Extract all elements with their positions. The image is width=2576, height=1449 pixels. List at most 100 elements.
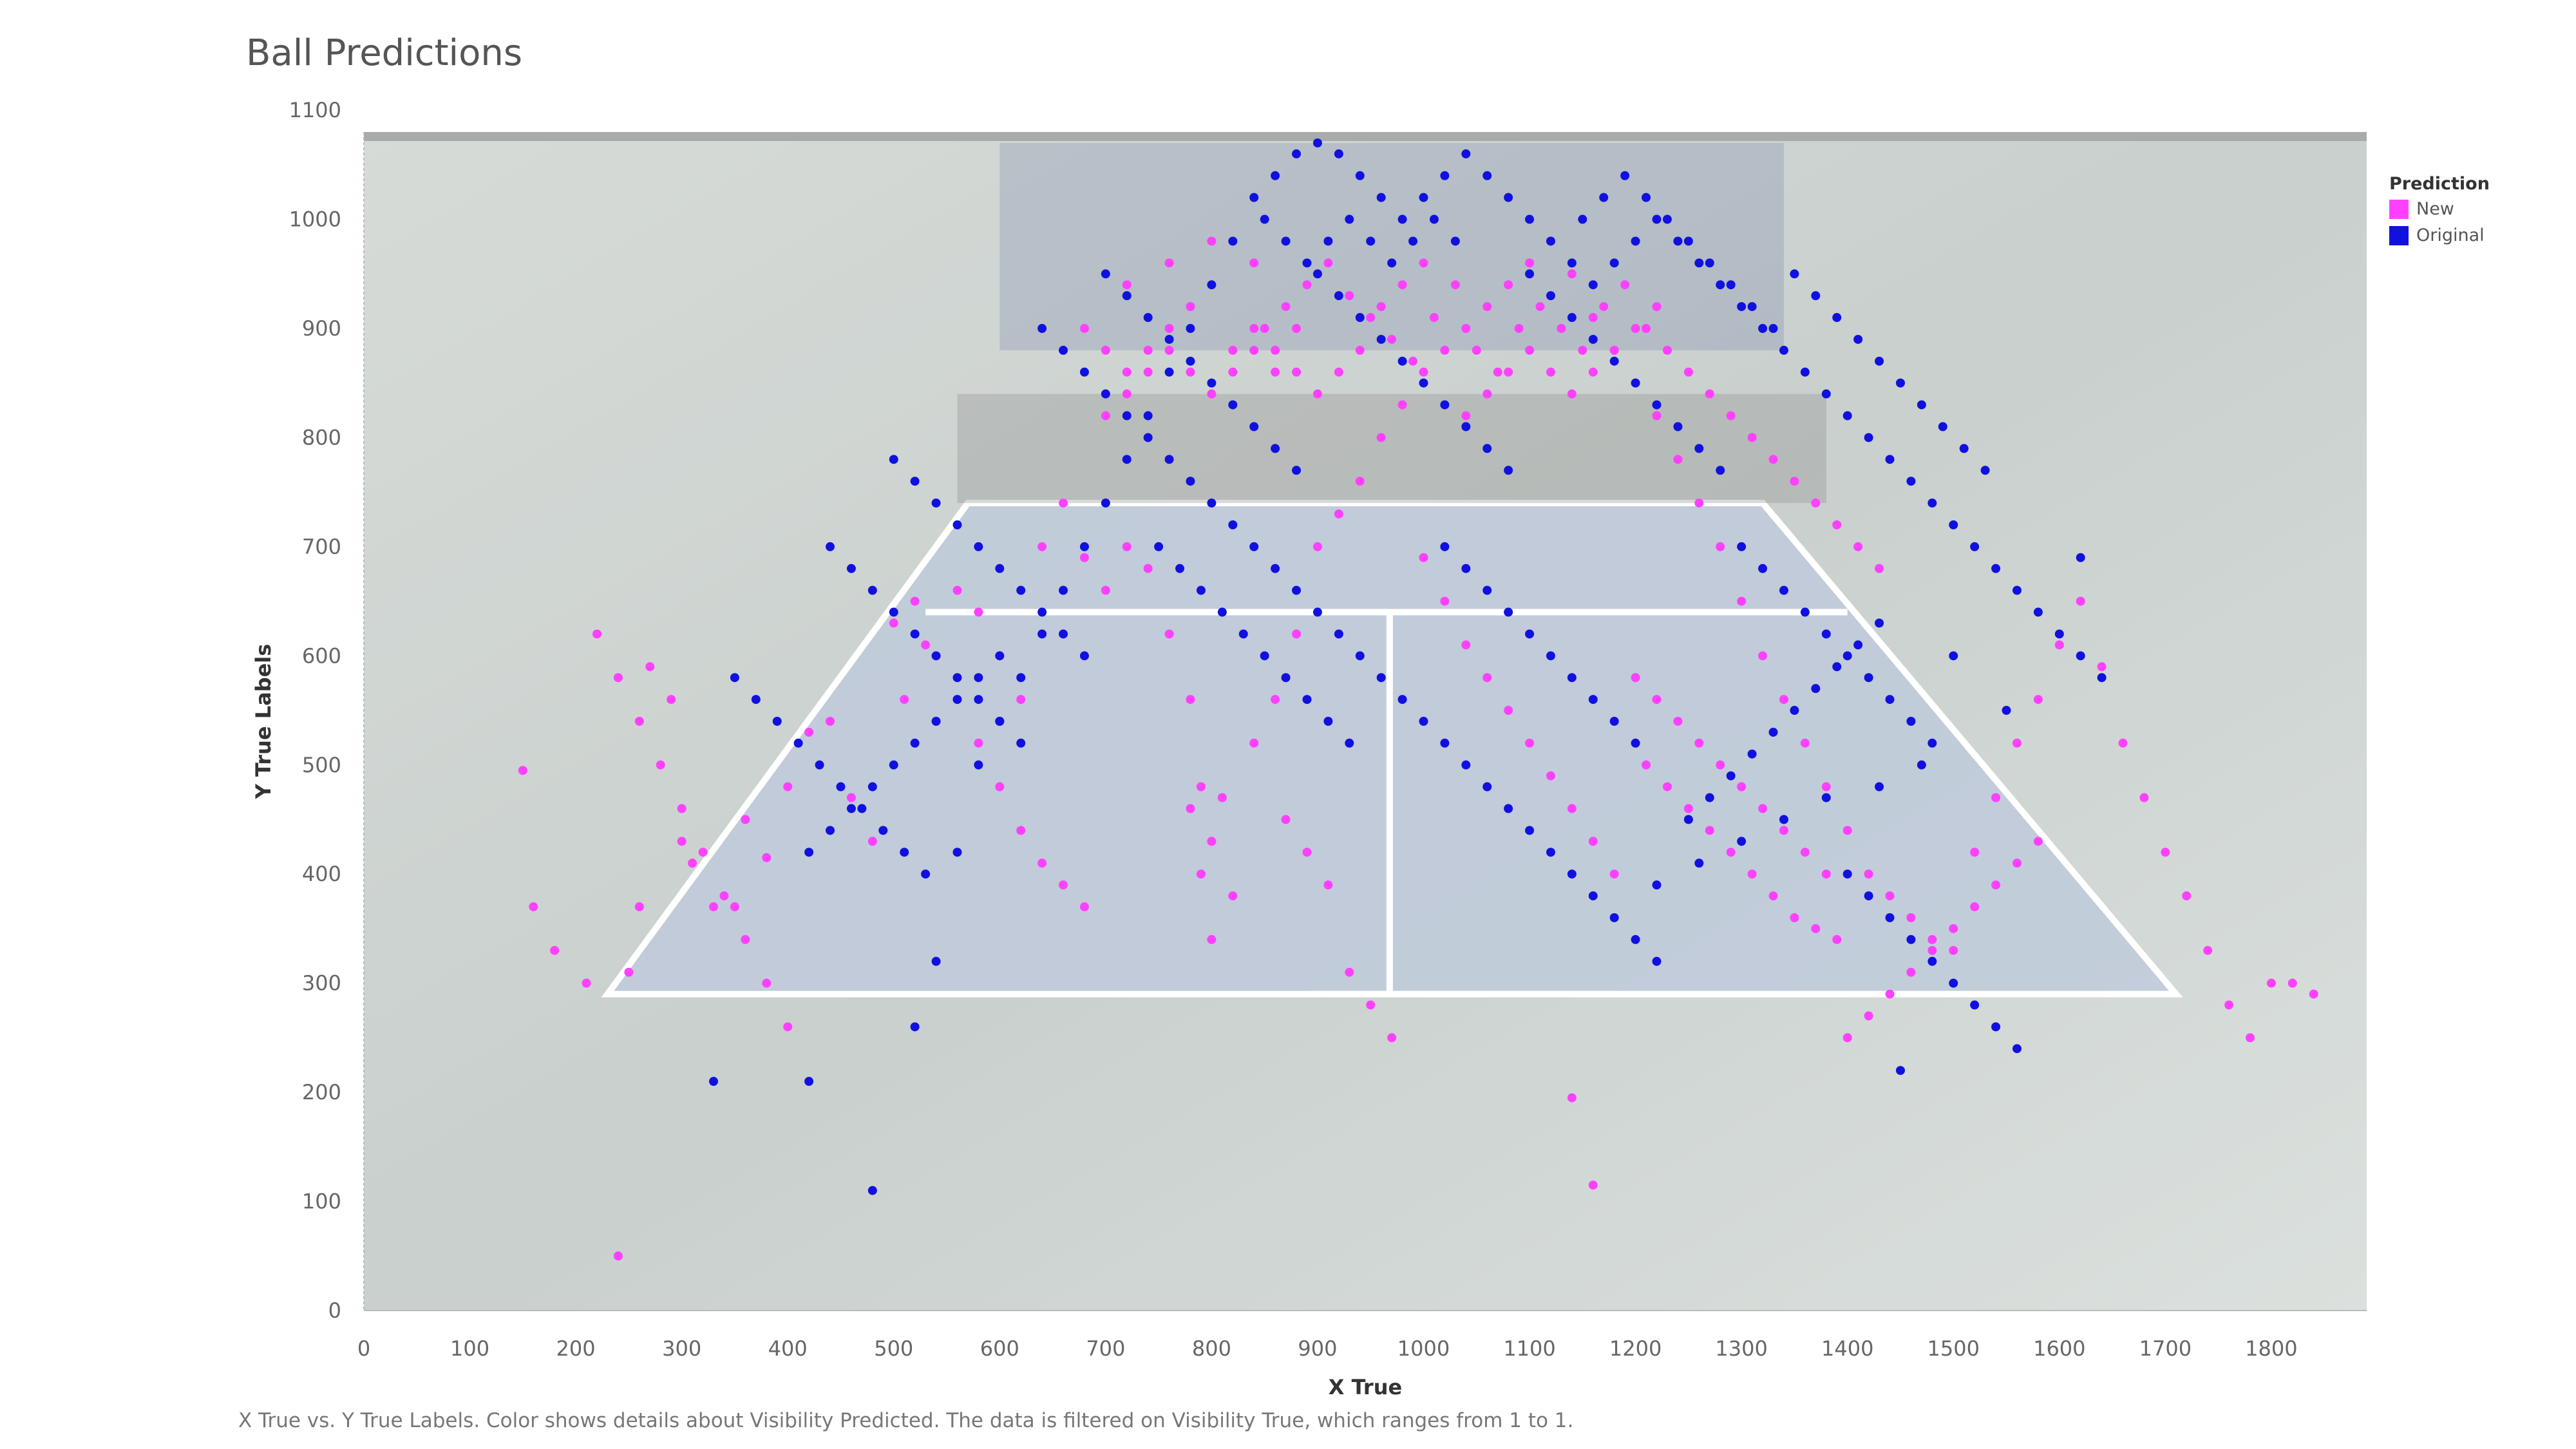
data-point-new[interactable] [1397,400,1407,410]
data-point-original[interactable] [1588,334,1598,344]
data-point-new[interactable] [1419,553,1428,562]
data-point-new[interactable] [2224,1000,2234,1010]
data-point-original[interactable] [1895,378,1905,388]
data-point-original[interactable] [889,760,898,770]
data-point-new[interactable] [1271,345,1280,355]
data-point-original[interactable] [1281,673,1291,683]
data-point-original[interactable] [1440,738,1450,748]
data-point-original[interactable] [1292,585,1302,595]
data-point-new[interactable] [698,848,708,857]
data-point-original[interactable] [846,564,856,573]
data-point-original[interactable] [1101,389,1110,399]
data-point-new[interactable] [1355,345,1365,355]
data-point-new[interactable] [1832,934,1842,944]
data-point-new[interactable] [804,727,814,737]
data-point-new[interactable] [1037,542,1047,551]
data-point-new[interactable] [1196,782,1206,791]
data-point-new[interactable] [550,945,560,955]
data-point-new[interactable] [1885,989,1895,999]
data-point-new[interactable] [889,618,898,628]
data-point-new[interactable] [1228,367,1238,377]
data-point-new[interactable] [1588,313,1598,323]
data-point-new[interactable] [1949,923,1958,933]
data-point-original[interactable] [1821,389,1831,399]
data-point-new[interactable] [1016,695,1026,705]
data-point-original[interactable] [1101,498,1110,508]
data-point-new[interactable] [1397,280,1407,290]
data-point-new[interactable] [1323,258,1333,268]
data-point-new[interactable] [1652,302,1662,312]
data-point-new[interactable] [1207,389,1217,399]
data-point-original[interactable] [1312,138,1322,147]
data-point-new[interactable] [1376,433,1386,442]
data-point-new[interactable] [1726,411,1736,421]
data-point-new[interactable] [624,967,634,977]
data-point-new[interactable] [1642,760,1651,770]
data-point-new[interactable] [1567,389,1577,399]
data-point-original[interactable] [1366,236,1376,246]
data-point-original[interactable] [1631,738,1640,748]
data-point-new[interactable] [1249,345,1259,355]
data-point-original[interactable] [1334,291,1343,301]
data-point-original[interactable] [1726,280,1736,290]
data-point-new[interactable] [2309,989,2318,999]
data-point-original[interactable] [846,804,856,813]
data-point-new[interactable] [1620,280,1630,290]
data-point-original[interactable] [1970,542,1980,551]
data-point-new[interactable] [529,902,538,912]
data-point-new[interactable] [1578,345,1587,355]
data-point-original[interactable] [1345,214,1354,224]
data-point-original[interactable] [1991,564,2001,573]
data-point-new[interactable] [1101,585,1110,595]
data-point-new[interactable] [1885,891,1895,901]
legend-item-original[interactable]: Original [2389,225,2490,245]
data-point-original[interactable] [1800,607,1810,617]
data-point-original[interactable] [1376,193,1386,202]
data-point-original[interactable] [889,455,898,464]
data-point-new[interactable] [1779,695,1788,705]
data-point-original[interactable] [1238,629,1248,639]
data-point-original[interactable] [1323,717,1333,726]
data-point-original[interactable] [1949,978,1958,988]
data-point-new[interactable] [1037,858,1047,868]
data-point-new[interactable] [1567,269,1577,279]
data-point-original[interactable] [1726,771,1736,781]
data-point-new[interactable] [1705,389,1714,399]
data-point-new[interactable] [1186,367,1195,377]
data-point-new[interactable] [1768,891,1778,901]
data-point-original[interactable] [1154,542,1164,551]
data-point-new[interactable] [1609,869,1619,879]
data-point-new[interactable] [1207,236,1217,246]
data-point-new[interactable] [2139,793,2149,802]
data-point-original[interactable] [1207,498,1217,508]
data-point-original[interactable] [1440,171,1450,180]
data-point-new[interactable] [1164,629,1174,639]
data-point-original[interactable] [1059,585,1068,595]
data-point-new[interactable] [762,853,772,862]
data-point-new[interactable] [1991,793,2001,802]
data-point-original[interactable] [1482,171,1492,180]
data-point-original[interactable] [1292,149,1302,158]
data-point-original[interactable] [1397,356,1407,366]
data-point-original[interactable] [1885,695,1895,705]
data-point-original[interactable] [1450,236,1460,246]
data-point-new[interactable] [1461,411,1471,421]
data-point-new[interactable] [1228,345,1238,355]
data-point-new[interactable] [1016,826,1026,835]
data-point-original[interactable] [857,804,867,813]
data-point-original[interactable] [1811,684,1821,694]
data-point-original[interactable] [1016,585,1026,595]
data-point-new[interactable] [1662,345,1672,355]
data-point-new[interactable] [1599,302,1609,312]
data-point-original[interactable] [1504,804,1513,813]
data-point-original[interactable] [900,848,909,857]
data-point-original[interactable] [1079,651,1089,661]
data-point-original[interactable] [1959,444,1969,453]
data-point-new[interactable] [1694,498,1704,508]
data-point-new[interactable] [1408,356,1418,366]
data-point-new[interactable] [1186,804,1195,813]
data-point-new[interactable] [1821,869,1831,879]
data-point-new[interactable] [1450,280,1460,290]
data-point-original[interactable] [709,1077,719,1086]
data-point-original[interactable] [1631,378,1640,388]
